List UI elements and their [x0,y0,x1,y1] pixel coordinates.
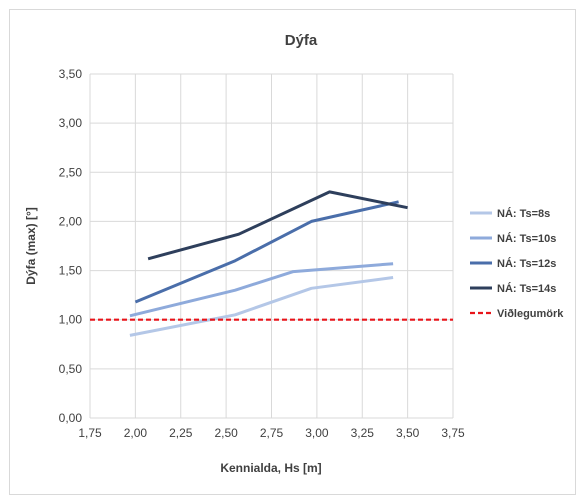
y-tick-label: 3,50 [59,67,83,81]
series-line [129,262,394,318]
legend-label: NÁ: Ts=10s [497,232,556,245]
legend-label: NÁ: Ts=14s [497,282,556,295]
legend-label: NÁ: Ts=12s [497,257,556,270]
chart-frame [9,9,576,495]
x-tick-label: 2,00 [124,426,148,440]
x-tick-label: 3,50 [396,426,420,440]
x-tick-label: 3,75 [441,426,465,440]
x-tick-label: 2,50 [214,426,238,440]
y-tick-label: 0,50 [59,362,83,376]
legend: NÁ: Ts=8s NÁ: Ts=10s NÁ: Ts=12s NÁ: Ts=14s V… [470,207,564,320]
y-axis-label: Dýfa (max) [°] [24,207,38,284]
x-tick-label: 1,75 [78,426,102,440]
x-axis-label: Kennialda, Hs [m] [220,461,321,475]
series-line [147,190,408,261]
y-tick-label: 2,00 [59,214,83,228]
series-lines [90,190,453,337]
x-axis-ticks: 1,75 2,00 2,25 2,50 2,75 3,00 3,25 3,50 3,75 [78,426,465,440]
x-tick-label: 3,00 [305,426,329,440]
y-tick-label: 0,00 [59,411,83,425]
y-tick-label: 1,00 [59,313,83,327]
gridlines [89,73,454,419]
legend-label: NÁ: Ts=8s [497,207,550,220]
series-line [134,200,399,304]
chart-title: Dýfa [285,32,318,49]
y-tick-label: 3,00 [59,116,83,130]
y-tick-label: 2,50 [59,165,83,179]
y-tick-label: 1,50 [59,264,83,278]
y-axis-ticks: 0,00 0,50 1,00 1,50 2,00 2,50 3,00 3,50 [59,67,83,425]
series-line [129,276,394,337]
legend-label: Viðlegumörk [497,308,564,320]
x-tick-label: 2,25 [169,426,193,440]
x-tick-label: 2,75 [260,426,284,440]
x-tick-label: 3,25 [351,426,375,440]
